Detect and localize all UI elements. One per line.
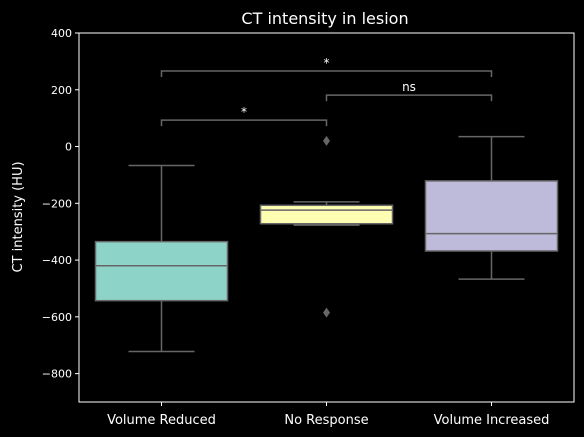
y-axis-label: CT intensity (HU) [11, 161, 26, 272]
box-iqr [259, 204, 394, 225]
y-tick-label: 0 [65, 141, 72, 154]
chart-title: CT intensity in lesion [241, 9, 408, 28]
outlier-point [323, 307, 330, 318]
significance-label: * [241, 105, 247, 119]
y-tick-label: 200 [51, 84, 72, 97]
box-iqr [424, 180, 559, 252]
y-tick-label: −400 [42, 254, 72, 267]
y-tick-label: −200 [42, 197, 72, 210]
x-tick-label: Volume Increased [434, 413, 550, 428]
box-iqr [94, 240, 229, 302]
significance-bracket [160, 70, 493, 78]
x-tick-label: No Response [284, 413, 368, 428]
significance-bracket [325, 94, 493, 102]
y-tick-label: 400 [51, 27, 72, 40]
significance-label: ns [402, 80, 416, 94]
x-tick-label: Volume Reduced [107, 413, 216, 428]
outlier-point [323, 135, 330, 146]
y-tick-label: −600 [42, 311, 72, 324]
y-tick-label: −800 [42, 368, 72, 381]
significance-label: * [324, 56, 330, 70]
significance-bracket [160, 119, 328, 127]
plot-area: 400 200 0 −200 −400 −600 −800 Volume Reduced No … [42, 27, 575, 428]
